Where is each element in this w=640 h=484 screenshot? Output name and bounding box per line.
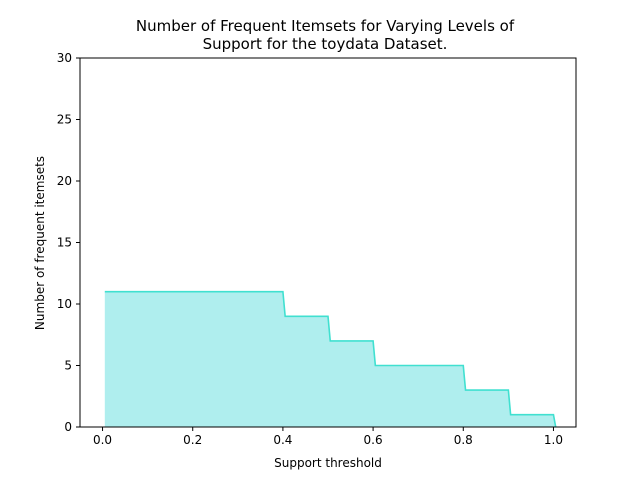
plot-area (104, 290, 557, 428)
axes: 0.0 0.2 0.4 0.6 0.8 1.0 0 5 10 15 20 25 30 (57, 51, 577, 447)
x-axis-label: Support threshold (274, 456, 382, 470)
x-tick-label: 0.2 (183, 433, 202, 447)
x-tick-label: 0.6 (364, 433, 383, 447)
x-tick-label: 0.0 (93, 433, 112, 447)
chart-title-line-1: Number of Frequent Itemsets for Varying … (136, 17, 515, 35)
chart-title: Number of Frequent Itemsets for Varying … (136, 17, 515, 53)
y-tick-label: 5 (64, 359, 72, 373)
y-axis-label: Number of frequent itemsets (33, 156, 47, 330)
y-tick-label: 0 (64, 420, 72, 434)
x-tick-label: 0.8 (454, 433, 473, 447)
y-tick-label: 25 (57, 113, 72, 127)
y-tick-label: 10 (57, 297, 72, 311)
chart-title-line-2: Support for the toydata Dataset. (203, 35, 448, 53)
y-tick-label: 20 (57, 174, 72, 188)
x-tick-label: 0.4 (273, 433, 292, 447)
x-tick-label: 1.0 (544, 433, 563, 447)
y-tick-label: 30 (57, 51, 72, 65)
series-0-step-line (104, 290, 557, 428)
series-0-area-fill (104, 291, 556, 427)
y-tick-label: 15 (57, 236, 72, 250)
